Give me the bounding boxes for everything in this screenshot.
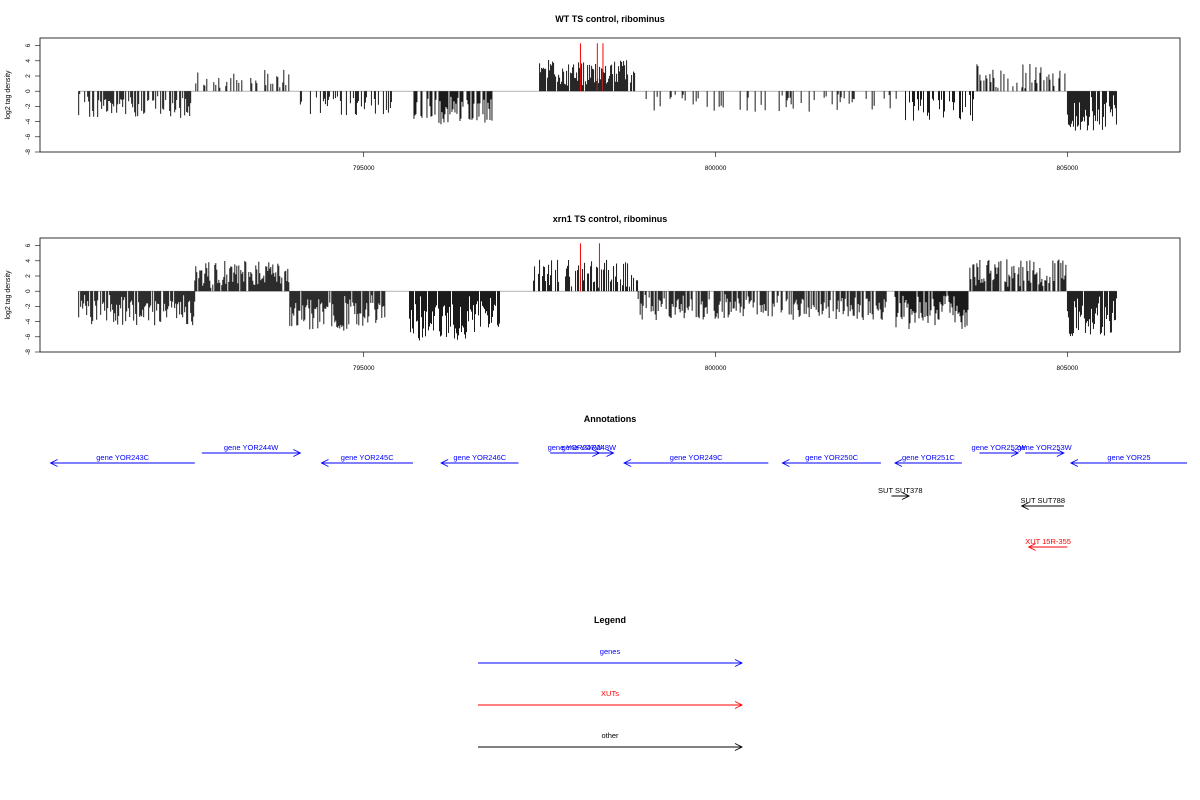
y-tick-label: 0	[25, 289, 32, 293]
feature-arrowhead	[623, 459, 632, 467]
annotation-feature: gene YOR249C	[623, 453, 769, 467]
y-tick-label: 6	[25, 243, 32, 247]
feature-arrowhead	[1056, 449, 1065, 457]
feature-label: gene YOR243C	[96, 453, 149, 462]
x-tick-label: 795000	[353, 165, 375, 172]
annotation-feature: gene YOR248W	[562, 443, 617, 457]
annotation-feature: SUT SUT378	[878, 486, 923, 500]
x-tick-label: 805000	[1057, 365, 1079, 372]
y-tick-label: -4	[25, 118, 32, 124]
feature-label: gene YOR244W	[224, 443, 279, 452]
annotation-feature: gene YOR252W	[972, 443, 1027, 457]
plot-frame	[39, 237, 1181, 353]
y-tick-label: -8	[25, 349, 32, 355]
feature-arrowhead	[901, 492, 911, 500]
feature-label: gene YOR247W	[548, 443, 603, 452]
feature-arrowhead	[781, 459, 790, 467]
x-tick-label: 800000	[705, 365, 727, 372]
y-tick-label: 0	[25, 89, 32, 93]
x-tick-label: 805000	[1057, 165, 1079, 172]
feature-arrowhead	[320, 459, 329, 467]
x-tick-label: 795000	[353, 365, 375, 372]
feature-label: gene YOR248W	[562, 443, 617, 452]
feature-arrowhead	[293, 449, 302, 457]
feature-label: gene YOR249C	[670, 453, 723, 462]
plot-frame	[39, 37, 1181, 153]
feature-arrowhead	[606, 449, 615, 457]
annotation-feature: gene YOR253W	[1017, 443, 1073, 457]
feature-label: SUT SUT788	[1021, 496, 1065, 505]
y-tick-label: 4	[25, 259, 32, 263]
feature-label: gene YOR25	[1107, 453, 1150, 462]
x-tick-label: 800000	[705, 165, 727, 172]
y-tick-label: 2	[25, 74, 32, 78]
y-tick-label: -4	[25, 318, 32, 324]
annotation-feature: gene YOR246C	[440, 453, 519, 467]
y-axis-label: log2 tag density	[5, 270, 12, 320]
feature-label: gene YOR251C	[902, 453, 955, 462]
legend: Legend genes XUTs other	[478, 615, 744, 751]
legend-label: XUTs	[601, 689, 619, 698]
feature-arrowhead	[49, 459, 58, 467]
annotation-feature: SUT SUT788	[1021, 496, 1065, 510]
legend-label: other	[601, 731, 619, 740]
y-tick-label: 6	[25, 43, 32, 47]
annotation-feature: gene YOR244W	[201, 443, 302, 457]
annotations-title: Annotations	[584, 414, 637, 424]
coverage-bars	[78, 59, 1117, 131]
legend-item: XUTs	[478, 689, 744, 709]
y-axis-label: log2 tag density	[5, 70, 12, 120]
annotation-feature: gene YOR250C	[781, 453, 881, 467]
legend-item: other	[478, 731, 744, 751]
feature-arrowhead	[1069, 459, 1079, 467]
feature-arrowhead	[1010, 449, 1020, 457]
y-tick-label: -2	[25, 303, 32, 309]
feature-label: gene YOR250C	[805, 453, 858, 462]
annotation-feature: gene YOR243C	[49, 453, 195, 467]
feature-arrowhead	[1027, 543, 1036, 551]
legend-item: genes	[478, 647, 744, 667]
annotations-track: Annotations gene YOR243C gene YOR244W gene …	[49, 414, 1188, 551]
feature-arrowhead	[1020, 502, 1029, 510]
feature-label: gene YOR252W	[972, 443, 1027, 452]
feature-arrowhead	[440, 459, 449, 467]
legend-arrowhead	[734, 743, 744, 751]
feature-label: SUT SUT378	[878, 486, 922, 495]
annotation-feature: gene YOR25	[1069, 453, 1188, 467]
y-tick-label: -6	[25, 134, 32, 140]
xrn1-coverage-panel: xrn1 TS control, ribominus 6 4 2 0 -2 -4 -6 -8 lo…	[5, 214, 1181, 372]
y-tick-label: -8	[25, 149, 32, 155]
annotation-feature: XUT 15R-355	[1025, 537, 1071, 551]
legend-arrowhead	[734, 701, 744, 709]
feature-label: gene YOR246C	[453, 453, 506, 462]
feature-label: gene YOR245C	[341, 453, 394, 462]
annotation-feature: gene YOR251C	[893, 453, 962, 467]
legend-arrowhead	[734, 659, 744, 667]
y-tick-label: -2	[25, 103, 32, 109]
coverage-bars	[78, 259, 1117, 341]
y-tick-label: 4	[25, 59, 32, 63]
y-tick-label: 2	[25, 274, 32, 278]
legend-title: Legend	[594, 615, 626, 625]
wt-coverage-panel: WT TS control, ribominus 6 4 2 0 -2 -4 -6 -8 log2…	[5, 14, 1181, 172]
panel-title: WT TS control, ribominus	[555, 14, 665, 24]
legend-label: genes	[600, 647, 621, 656]
feature-label: gene YOR253W	[1017, 443, 1072, 452]
feature-arrowhead	[893, 459, 903, 467]
feature-label: XUT 15R-355	[1025, 537, 1071, 546]
annotation-feature: gene YOR245C	[320, 453, 413, 467]
panel-title: xrn1 TS control, ribominus	[553, 214, 668, 224]
y-tick-label: -6	[25, 334, 32, 340]
